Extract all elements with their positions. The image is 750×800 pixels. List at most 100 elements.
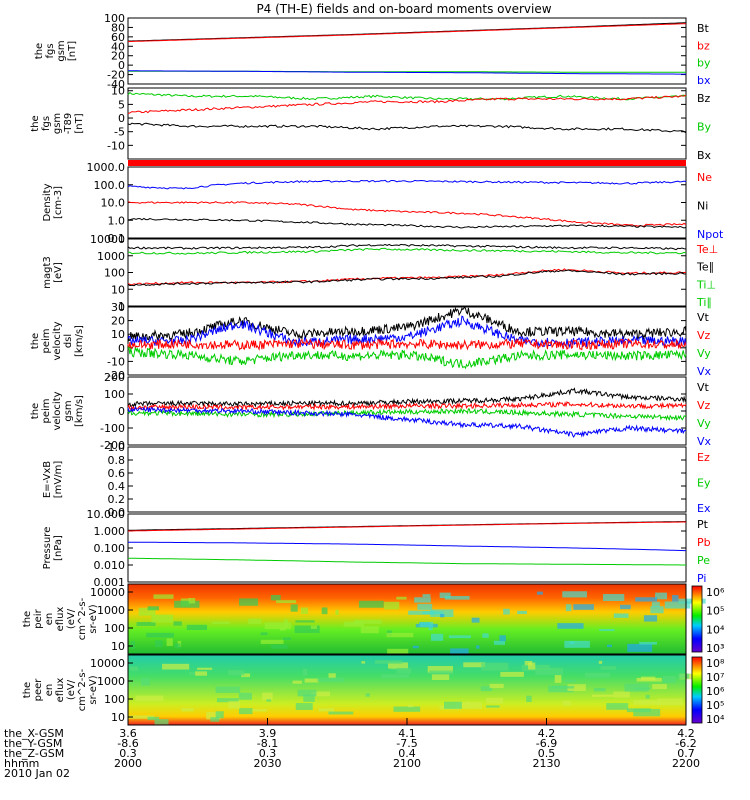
ephemeris-value: 2200 [672,757,700,770]
spectrogram-texture [408,610,435,615]
y-tick-label: 1000 [97,250,125,263]
legend-label: Vz [697,399,711,412]
series-line-Vx [127,405,687,438]
ephemeris-label: the_Y-GSM [4,737,62,750]
spectrogram-texture [239,598,259,606]
spectrogram-texture [228,670,245,676]
spectrogram-texture [548,685,574,693]
spectrogram-texture [153,594,174,599]
bar [128,160,686,166]
spectrogram-texture [493,640,505,645]
legend-label: Vt [697,311,710,324]
panel8: 10.000 1.000 0.100 0.010 0.001 Pressure [nPa] P… [42,508,711,589]
spectrogram-texture [613,613,629,618]
legend-label: Bx [697,149,712,162]
spectrogram-texture [584,672,611,678]
panel-frame [127,87,687,160]
spectrogram-texture [500,671,524,677]
legend-label: bz [697,39,710,52]
spectrogram-texture [417,603,433,610]
spectrogram-texture [489,683,504,689]
panel-frame [127,513,687,583]
y-tick-label: 80 [111,21,125,34]
y-axis-label: eflux [55,678,66,703]
series-line-Npot [127,179,687,190]
spectrogram-texture [455,702,482,709]
y-axis-label: Density [42,183,53,221]
y-axis-label: Pressure [42,527,53,570]
spectrogram-texture [260,632,268,636]
spectrogram-texture [517,610,527,615]
legend-label: Vy [697,347,711,360]
ephemeris-value: 2130 [533,757,561,770]
y-axis-label: the [30,333,41,349]
ephemeris-label: the_Z-GSM [4,747,64,760]
legend-label: Bz [697,92,711,105]
spectrogram-texture [311,691,331,697]
spectrogram-texture [215,686,241,693]
spectrogram-texture [562,591,587,598]
series-line-Te⊥ [127,268,687,286]
y-axis-label: [nT] [74,113,85,133]
y-axis-label: en [44,684,55,697]
spectrogram-texture [262,692,273,701]
y-tick-label: -10 [107,355,125,368]
legend-label: Te∥ [696,261,714,274]
spectrogram-texture [264,622,292,630]
spectrogram-texture [335,609,339,615]
y-tick-label: -5 [114,126,125,139]
spectrogram-texture [197,667,213,670]
spectrogram-texture [260,639,284,644]
legend-label: Ni [697,200,708,213]
spectrogram-texture [635,597,658,602]
spectrogram-texture [216,698,239,703]
spectrogram-texture [360,626,379,634]
spectrogram-texture [166,638,173,646]
spectrogram-texture [430,633,444,641]
y-tick-label: -20 [107,369,125,382]
y-tick-label: 0.1 [108,232,126,245]
spectrogram-texture [476,645,480,649]
legend-label: Vz [697,329,711,342]
spectrogram-texture [503,608,510,615]
y-tick-label: 1000.0 [87,161,126,174]
series-line-Vz [127,400,687,412]
spectrogram-texture [241,673,251,678]
spectrogram-texture [567,684,586,691]
y-axis-label: the [30,115,41,131]
spectrogram-texture [210,717,220,722]
y-axis-label: gsm [63,400,74,421]
spectrogram-texture [270,594,281,601]
y-axis-label: [mV/m] [53,461,64,499]
legend-label: Vy [697,417,711,430]
spectrogram-texture [678,673,690,679]
spectrogram-texture [606,703,629,710]
spectrogram-texture [317,677,344,682]
colorbar-tick-label: 10⁵ [706,605,724,618]
ephemeris-value: 0.3 [119,747,137,760]
ephemeris-value: 0.7 [677,747,695,760]
legend-label: Vx [697,365,712,378]
y-tick-label: 0 [118,405,125,418]
spectrogram-texture [486,705,500,708]
legend-label: Pb [697,536,711,549]
spectrogram-texture [414,597,431,603]
spectrogram-image [128,584,686,654]
spectrogram-texture [633,708,661,717]
spectrogram-texture [427,666,454,673]
y-axis-label: the [22,682,33,698]
spectrogram-texture [535,667,564,675]
spectrogram-texture [481,662,509,671]
spectrogram-texture [557,623,584,629]
spectrogram-texture [173,621,182,626]
y-axis-label: peim [41,398,52,423]
spectrogram-texture [626,708,651,713]
series-line-Ti∥ [127,269,687,287]
spectrogram-texture [228,701,241,709]
colorbar-tick-label: 10⁶ [706,685,725,698]
y-tick-label: -40 [107,78,125,91]
y-tick-label: 10 [111,640,125,653]
y-tick-label: 0.6 [108,467,126,480]
spectrogram-texture [271,644,288,649]
y-tick-label: -20 [107,69,125,82]
